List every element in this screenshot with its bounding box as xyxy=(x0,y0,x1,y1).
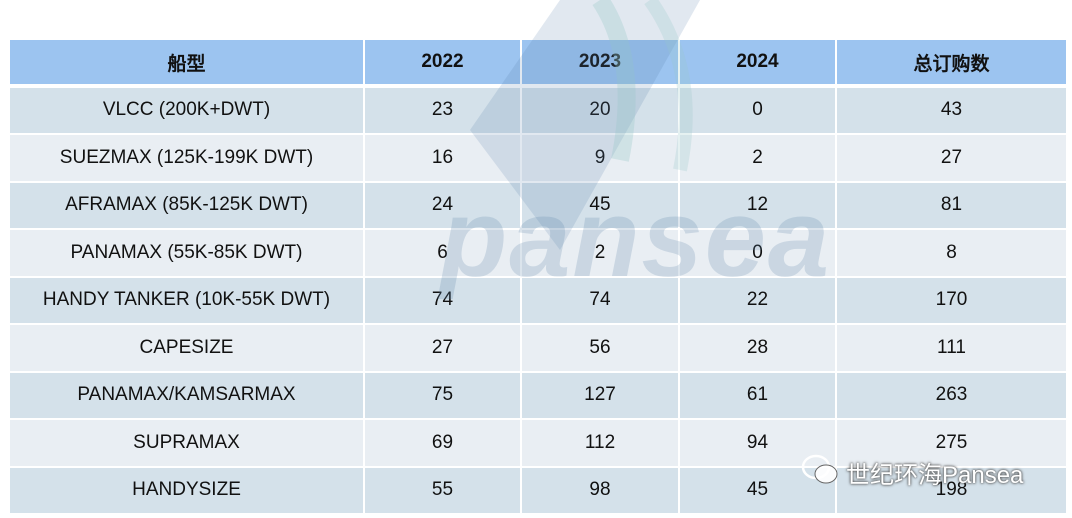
table-cell: 43 xyxy=(837,87,1066,133)
table-cell: 28 xyxy=(680,325,835,371)
table-cell: 112 xyxy=(522,420,678,466)
table-cell: AFRAMAX (85K-125K DWT) xyxy=(10,182,363,228)
table-cell: VLCC (200K+DWT) xyxy=(10,87,363,133)
table-cell: 23 xyxy=(365,87,520,133)
table-cell: 45 xyxy=(680,467,835,513)
header-cell: 2024 xyxy=(680,40,835,84)
header-cell: 2022 xyxy=(365,40,520,84)
table-cell: CAPESIZE xyxy=(10,325,363,371)
table-cell: 263 xyxy=(837,372,1066,418)
table-cell: 74 xyxy=(522,277,678,323)
table-cell: 198 xyxy=(837,467,1066,513)
table-cell: PANAMAX (55K-85K DWT) xyxy=(10,230,363,276)
table-cell: 2 xyxy=(522,230,678,276)
table-cell: 45 xyxy=(522,182,678,228)
table: 船型 2022 2023 2024 总订购数 VLCC (200K+DWT) 23 20 0 43… xyxy=(10,40,1066,513)
table-cell: 275 xyxy=(837,420,1066,466)
table-cell: 81 xyxy=(837,182,1066,228)
table-cell: 0 xyxy=(680,87,835,133)
table-cell: 75 xyxy=(365,372,520,418)
table-cell: 55 xyxy=(365,467,520,513)
table-cell: 27 xyxy=(837,135,1066,181)
table-cell: 127 xyxy=(522,372,678,418)
table-cell: 20 xyxy=(522,87,678,133)
table-cell: 8 xyxy=(837,230,1066,276)
table-cell: 9 xyxy=(522,135,678,181)
table-cell: 61 xyxy=(680,372,835,418)
table-cell: HANDYSIZE xyxy=(10,467,363,513)
table-cell: SUPRAMAX xyxy=(10,420,363,466)
table-cell: 111 xyxy=(837,325,1066,371)
table-cell: 0 xyxy=(680,230,835,276)
table-cell: 6 xyxy=(365,230,520,276)
table-cell: 24 xyxy=(365,182,520,228)
table-cell: 56 xyxy=(522,325,678,371)
header-cell: 2023 xyxy=(522,40,678,84)
table-cell: 69 xyxy=(365,420,520,466)
table-cell: SUEZMAX (125K-199K DWT) xyxy=(10,135,363,181)
table-cell: PANAMAX/KAMSARMAX xyxy=(10,372,363,418)
table-cell: 27 xyxy=(365,325,520,371)
table-cell: HANDY TANKER (10K-55K DWT) xyxy=(10,277,363,323)
table-cell: 94 xyxy=(680,420,835,466)
header-cell: 总订购数 xyxy=(837,40,1066,84)
table-cell: 16 xyxy=(365,135,520,181)
header-cell: 船型 xyxy=(10,40,363,84)
table-cell: 74 xyxy=(365,277,520,323)
table-cell: 170 xyxy=(837,277,1066,323)
table-cell: 2 xyxy=(680,135,835,181)
table-cell: 12 xyxy=(680,182,835,228)
table-cell: 98 xyxy=(522,467,678,513)
table-cell: 22 xyxy=(680,277,835,323)
